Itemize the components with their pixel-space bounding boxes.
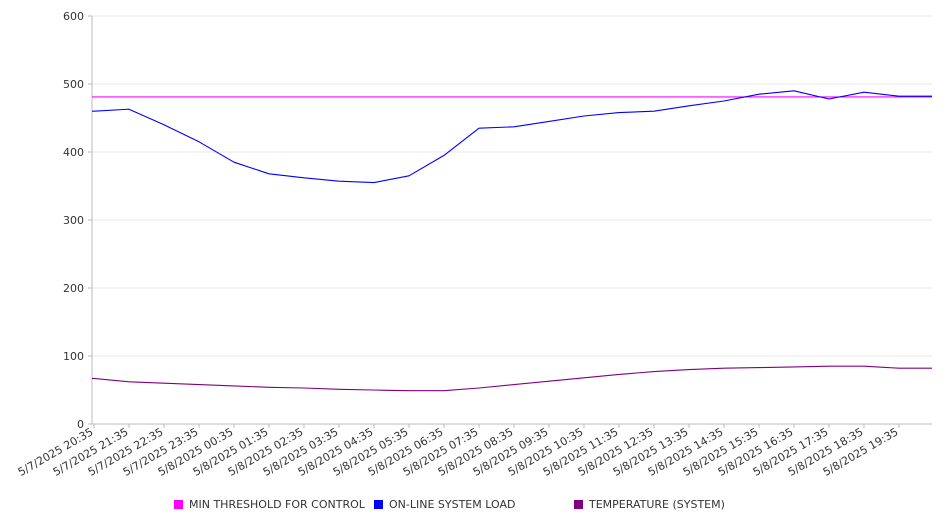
legend-swatch-purple bbox=[574, 500, 583, 509]
y-tick-label: 100 bbox=[63, 350, 84, 363]
legend-item-online-system-load[interactable]: ON-LINE SYSTEM LOAD bbox=[374, 498, 515, 511]
legend-item-min-threshold[interactable]: MIN THRESHOLD FOR CONTROL bbox=[174, 498, 365, 511]
legend-item-temperature-system[interactable]: TEMPERATURE (SYSTEM) bbox=[574, 498, 725, 511]
legend-label: TEMPERATURE (SYSTEM) bbox=[589, 498, 725, 511]
legend-swatch-blue bbox=[374, 500, 383, 509]
y-tick-label: 500 bbox=[63, 78, 84, 91]
x-axis-ticks: 5/7/2025 20:355/7/2025 21:355/7/2025 22:… bbox=[16, 424, 901, 479]
y-tick-label: 600 bbox=[63, 10, 84, 23]
legend: MIN THRESHOLD FOR CONTROL ON-LINE SYSTEM… bbox=[0, 498, 946, 514]
legend-label: ON-LINE SYSTEM LOAD bbox=[389, 498, 516, 511]
legend-swatch-magenta bbox=[174, 500, 183, 509]
legend-label: MIN THRESHOLD FOR CONTROL bbox=[189, 498, 365, 511]
series-lines bbox=[92, 90, 932, 392]
y-tick-label: 0 bbox=[77, 418, 84, 431]
y-axis-ticks: 0 100 200 300 400 500 600 bbox=[63, 10, 92, 431]
y-tick-label: 300 bbox=[63, 214, 84, 227]
grid-lines bbox=[92, 15, 932, 357]
y-tick-label: 400 bbox=[63, 146, 84, 159]
y-tick-label: 200 bbox=[63, 282, 84, 295]
series-line-on-line-system-load bbox=[92, 90, 932, 184]
series-line-temperature-system bbox=[92, 365, 932, 392]
